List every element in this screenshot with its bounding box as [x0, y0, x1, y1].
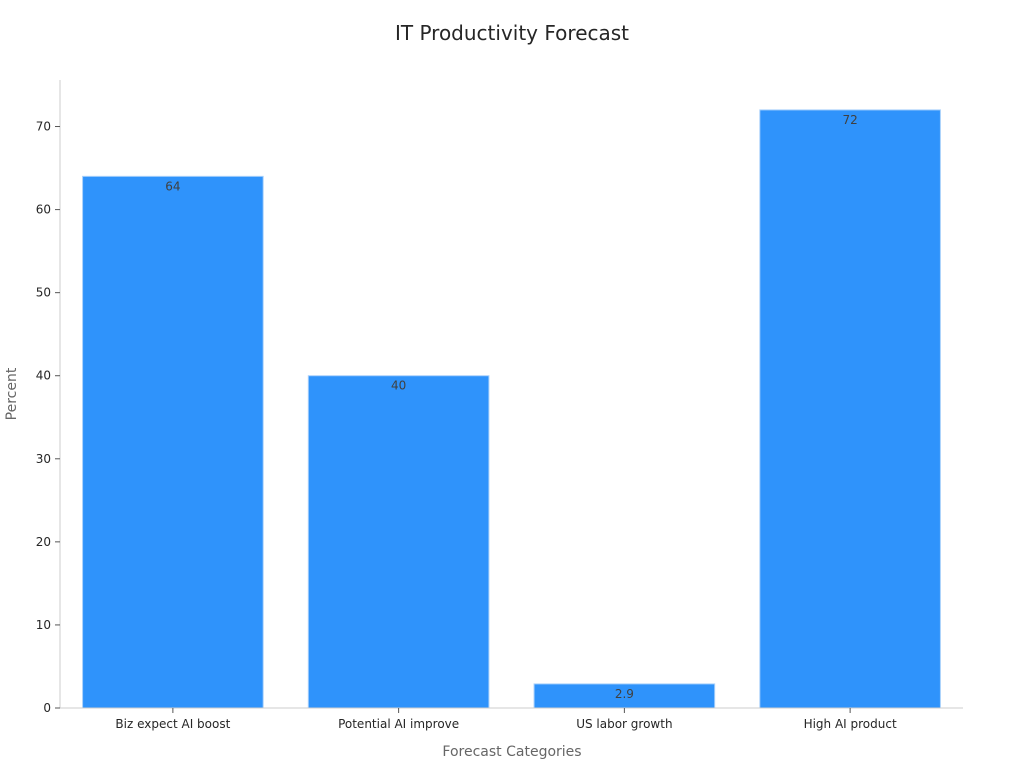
data-labels-layer: 64 40 2.9 72: [165, 113, 858, 701]
y-tick-label-10: 10: [36, 618, 51, 632]
x-tick-label-4: High AI product: [804, 717, 897, 731]
x-axis-ticks: Biz expect AI boost Potential AI improve U…: [115, 708, 897, 731]
bar-2: [307, 375, 490, 709]
bar-1: [82, 175, 264, 709]
x-tick-label-1: Biz expect AI boost: [115, 717, 230, 731]
x-axis-title: Forecast Categories: [442, 744, 581, 760]
y-tick-label-60: 60: [36, 203, 51, 217]
chart-title: IT Productivity Forecast: [395, 21, 629, 45]
y-tick-label-30: 30: [36, 452, 51, 466]
data-label-4: 72: [842, 113, 857, 127]
data-label-3: 2.9: [615, 687, 634, 701]
y-axis-ticks: 0 10 20 30 40 50 60 70: [36, 120, 60, 715]
bar-4: [759, 109, 941, 709]
y-tick-label-70: 70: [36, 120, 51, 134]
y-axis-title: Percent: [4, 367, 20, 420]
data-label-2: 40: [391, 379, 406, 393]
y-tick-label-50: 50: [36, 286, 51, 300]
bars-layer: [82, 109, 941, 709]
data-label-1: 64: [165, 179, 180, 193]
bar-3: [533, 683, 716, 709]
y-tick-label-40: 40: [36, 369, 51, 383]
x-tick-label-3: US labor growth: [576, 717, 672, 731]
y-tick-label-20: 20: [36, 535, 51, 549]
y-tick-label-0: 0: [43, 701, 51, 715]
x-tick-label-2: Potential AI improve: [338, 717, 459, 731]
